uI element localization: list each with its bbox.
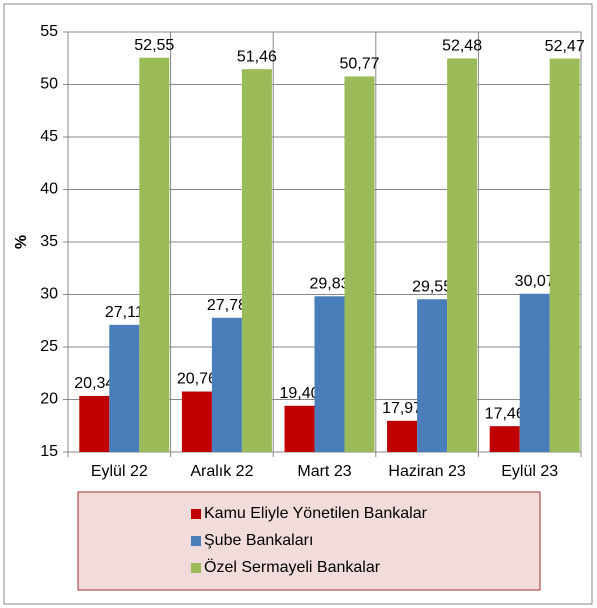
bar bbox=[109, 324, 140, 452]
bar bbox=[181, 391, 212, 452]
legend-swatch bbox=[191, 563, 201, 573]
value-label: 17,97 bbox=[382, 400, 422, 417]
y-tick-label: 55 bbox=[40, 23, 58, 40]
value-label: 17,46 bbox=[485, 405, 525, 422]
x-tick-label: Aralık 22 bbox=[190, 463, 253, 480]
bar bbox=[549, 58, 580, 452]
value-label: 50,77 bbox=[339, 56, 379, 73]
y-tick-label: 45 bbox=[40, 128, 58, 145]
legend-label: Kamu Eliyle Yönetilen Bankalar bbox=[204, 505, 428, 522]
bar bbox=[241, 69, 272, 453]
y-tick-label: 25 bbox=[40, 338, 58, 355]
bar bbox=[387, 420, 418, 452]
y-axis-label: % bbox=[13, 235, 30, 249]
y-tick-label: 40 bbox=[40, 181, 58, 198]
value-label: 27,11 bbox=[105, 304, 144, 321]
bar bbox=[447, 58, 478, 453]
bar bbox=[489, 426, 520, 452]
y-tick-label: 15 bbox=[40, 443, 58, 460]
bar bbox=[314, 296, 345, 452]
value-label: 20,34 bbox=[74, 375, 114, 392]
bar bbox=[79, 395, 110, 452]
x-tick-label: Mart 23 bbox=[297, 463, 351, 480]
bar bbox=[344, 76, 375, 452]
value-label: 52,47 bbox=[545, 38, 585, 55]
legend-label: Özel Sermayeli Bankalar bbox=[204, 558, 381, 576]
y-tick-label: 35 bbox=[40, 233, 58, 250]
value-label: 29,55 bbox=[412, 278, 452, 295]
value-label: 27,78 bbox=[207, 297, 247, 314]
x-tick-label: Eylül 22 bbox=[91, 463, 148, 480]
x-tick-label: Haziran 23 bbox=[388, 463, 465, 480]
legend-swatch bbox=[191, 509, 201, 519]
bar bbox=[211, 317, 242, 452]
value-label: 29,83 bbox=[309, 276, 349, 293]
value-label: 30,07 bbox=[515, 273, 555, 290]
value-label: 51,46 bbox=[237, 48, 277, 65]
value-label: 52,48 bbox=[442, 38, 482, 55]
legend-label: Şube Bankaları bbox=[204, 532, 313, 549]
bar bbox=[417, 299, 448, 452]
value-label: 52,55 bbox=[134, 37, 174, 54]
x-tick-label: Eylül 23 bbox=[501, 463, 558, 480]
legend bbox=[77, 491, 541, 591]
y-tick-label: 20 bbox=[40, 391, 58, 408]
value-label: 20,76 bbox=[177, 371, 217, 388]
bar bbox=[519, 293, 550, 452]
value-label: 19,40 bbox=[279, 385, 319, 402]
bar bbox=[139, 57, 170, 452]
bar bbox=[284, 405, 315, 452]
legend-swatch bbox=[191, 536, 201, 546]
y-tick-label: 50 bbox=[40, 76, 58, 93]
y-tick-label: 30 bbox=[40, 286, 58, 303]
